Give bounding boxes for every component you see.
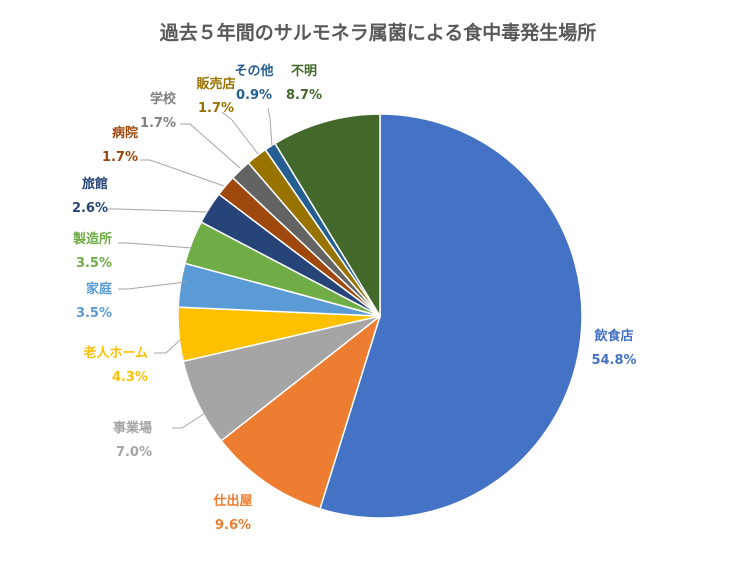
leader-line xyxy=(118,242,193,249)
slice-value-label: 7.0% xyxy=(116,445,152,460)
slice-value-label: 3.5% xyxy=(76,306,112,321)
leader-line xyxy=(118,281,187,290)
leader-line xyxy=(154,339,181,354)
slice-label: 事業場 xyxy=(113,420,152,436)
slice-value-label: 54.8% xyxy=(591,353,636,368)
chart-title: 過去５年間のサルモネラ属菌による食中毒発生場所 xyxy=(159,22,597,44)
slice-label: 家庭 xyxy=(86,281,113,297)
slice-label: 製造所 xyxy=(72,231,112,247)
pie-slice xyxy=(319,113,583,519)
leader-line xyxy=(221,111,259,155)
slice-label: 仕出屋 xyxy=(212,493,252,509)
slice-value-label: 9.6% xyxy=(215,518,251,533)
slice-label: 飲食店 xyxy=(593,328,633,344)
slice-value-label: 1.7% xyxy=(198,101,234,116)
leader-line xyxy=(108,208,209,213)
leader-line xyxy=(140,159,225,187)
slice-value-label: 1.7% xyxy=(102,150,138,165)
slice-label: 販売店 xyxy=(196,76,235,92)
leader-line xyxy=(267,107,273,147)
leader-line xyxy=(172,409,211,429)
pie-slice xyxy=(273,113,381,319)
slice-value-label: 0.9% xyxy=(236,88,272,103)
slice-value-label: 3.5% xyxy=(76,256,112,271)
pie-slice xyxy=(220,313,382,510)
slice-value-label: 2.6% xyxy=(72,201,108,216)
slice-value-label: 8.7% xyxy=(286,88,322,103)
slice-label: 老人ホーム xyxy=(82,345,148,361)
slice-label: 旅館 xyxy=(82,176,108,192)
slice-label: 不明 xyxy=(291,64,317,79)
leader-line xyxy=(180,123,241,169)
slice-label: 病院 xyxy=(112,125,138,141)
slice-value-label: 1.7% xyxy=(140,116,176,131)
slice-value-label: 4.3% xyxy=(112,370,148,385)
slice-label: その他 xyxy=(234,63,273,79)
slice-label: 学校 xyxy=(150,91,177,107)
